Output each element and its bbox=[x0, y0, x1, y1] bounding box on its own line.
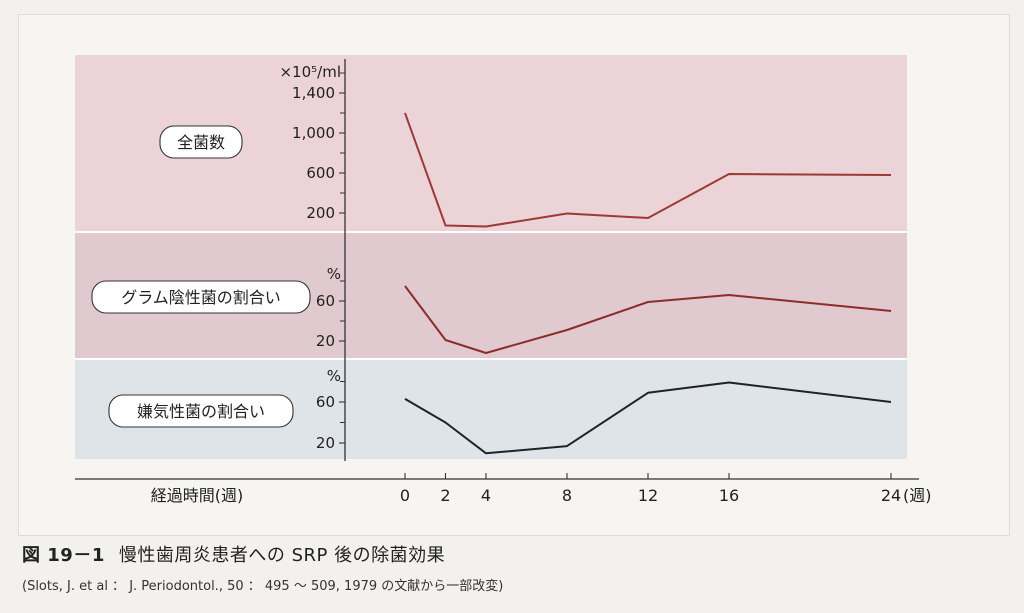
y-tick-label: 200 bbox=[306, 204, 335, 222]
x-tick-label: 2 bbox=[440, 486, 450, 505]
figure-caption: 図 19－1 慢性歯周炎患者への SRP 後の除菌効果 bbox=[22, 541, 445, 567]
x-tick-label: 16 bbox=[719, 486, 739, 505]
y-tick-label: 1,000 bbox=[292, 124, 335, 142]
series-label-box bbox=[108, 394, 294, 428]
series-label-box bbox=[91, 280, 311, 314]
figure-number: 図 19－1 bbox=[22, 545, 105, 566]
figure-frame: ×10⁵/ml 200 600 1,000 1,400 全菌数% 20 60 グラム陰性菌の割合… bbox=[18, 14, 1010, 536]
y-tick-label: 60 bbox=[316, 292, 335, 310]
series-label: グラム陰性菌の割合い bbox=[121, 288, 281, 307]
x-tick-label: 12 bbox=[638, 486, 658, 505]
y-unit-label: % bbox=[327, 265, 341, 283]
y-tick-label: 20 bbox=[316, 434, 335, 452]
series-label-box bbox=[159, 125, 243, 159]
figure-title: 慢性歯周炎患者への SRP 後の除菌効果 bbox=[118, 545, 446, 566]
figure-source: (Slots, J. et al ： J. Periodontol., 50 ：… bbox=[22, 579, 504, 594]
series-label: 全菌数 bbox=[177, 133, 225, 152]
x-axis-label: 経過時間(週) bbox=[151, 486, 244, 505]
series-label: 嫌気性菌の割合い bbox=[137, 402, 265, 421]
y-unit-label: % bbox=[327, 367, 341, 385]
x-unit-label: (週) bbox=[903, 486, 932, 505]
x-tick-label: 24 bbox=[881, 486, 901, 505]
y-tick-label: 60 bbox=[316, 393, 335, 411]
y-unit-label: ×10⁵/ml bbox=[279, 63, 341, 81]
x-tick-label: 4 bbox=[481, 486, 491, 505]
x-tick-label: 0 bbox=[400, 486, 410, 505]
chart: ×10⁵/ml2006001,0001,400全菌数%2060グラム陰性菌の割合… bbox=[75, 55, 932, 505]
y-tick-label: 1,400 bbox=[292, 84, 335, 102]
y-tick-label: 600 bbox=[306, 164, 335, 182]
y-tick-label: 20 bbox=[316, 332, 335, 350]
x-tick-label: 8 bbox=[562, 486, 572, 505]
